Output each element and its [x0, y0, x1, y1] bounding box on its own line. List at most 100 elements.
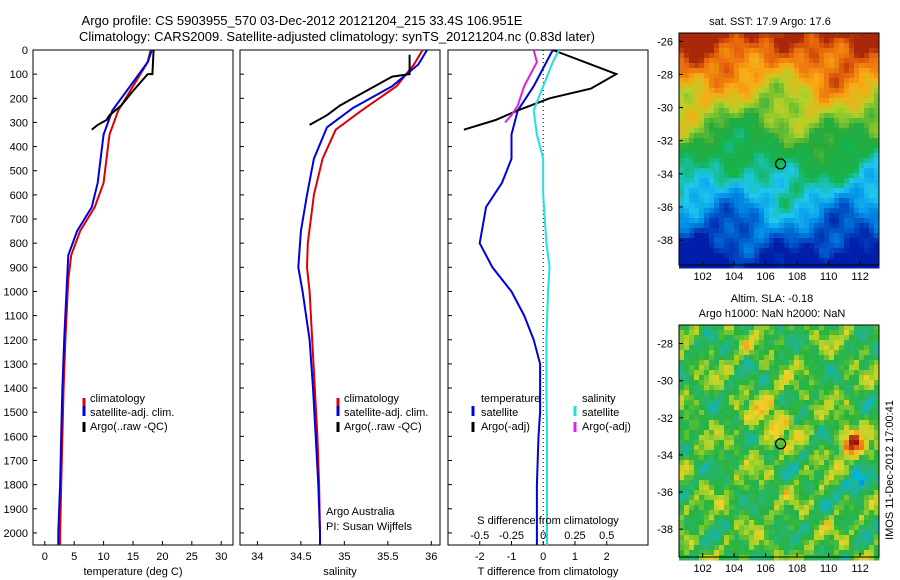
map-cell: [744, 515, 750, 521]
map-cell: [874, 188, 880, 194]
map-cell: [759, 193, 765, 199]
map-cell: [719, 123, 725, 129]
map-cell: [734, 460, 740, 466]
map-cell: [809, 555, 815, 561]
map-cell: [734, 455, 740, 461]
map-cell: [854, 365, 860, 371]
map-cell: [699, 495, 705, 501]
map-cell: [794, 470, 800, 476]
map-cell: [699, 198, 705, 204]
map-cell: [854, 415, 860, 421]
map-cell: [729, 325, 735, 331]
map-cell: [764, 400, 770, 406]
map-cell: [809, 248, 815, 254]
map-cell: [874, 375, 880, 381]
map-cell: [744, 33, 750, 39]
y-tick-label: -36: [657, 202, 673, 214]
map-cell: [779, 68, 785, 74]
y-tick-label: 1500: [4, 407, 28, 419]
map-cell: [719, 48, 725, 54]
map-cell: [724, 78, 730, 84]
map-cell: [874, 465, 880, 471]
map-cell: [704, 500, 710, 506]
map-cell: [844, 43, 850, 49]
map-cell: [804, 330, 810, 336]
figure-title-line1: Argo profile: CS 5903955_570 03-Dec-2012…: [82, 13, 523, 28]
map-cell: [789, 500, 795, 506]
map-cell: [709, 450, 715, 456]
map-cell: [729, 88, 735, 94]
map-cell: [689, 223, 695, 229]
map-cell: [769, 258, 775, 264]
map-cell: [764, 550, 770, 556]
map-cell: [799, 158, 805, 164]
map-cell: [869, 88, 875, 94]
map-cell: [774, 525, 780, 531]
map-cell: [759, 138, 765, 144]
map-cell: [849, 98, 855, 104]
map-cell: [764, 485, 770, 491]
map-cell: [679, 470, 685, 476]
map-cell: [814, 253, 820, 259]
map-cell: [709, 128, 715, 134]
map-cell: [874, 148, 880, 154]
map-cell: [829, 540, 835, 546]
map-cell: [774, 370, 780, 376]
map-cell: [834, 168, 840, 174]
map-cell: [789, 335, 795, 341]
map-cell: [779, 530, 785, 536]
map-cell: [744, 43, 750, 49]
map-cell: [804, 33, 810, 39]
map-cell: [864, 33, 870, 39]
map-cell: [814, 118, 820, 124]
map-cell: [849, 530, 855, 536]
map-cell: [744, 198, 750, 204]
map-cell: [699, 395, 705, 401]
map-cell: [839, 123, 845, 129]
map-cell: [739, 405, 745, 411]
map-cell: [864, 208, 870, 214]
map-cell: [804, 535, 810, 541]
map-cell: [769, 540, 775, 546]
map-cell: [734, 540, 740, 546]
map-cell: [769, 133, 775, 139]
map-cell: [804, 208, 810, 214]
map-cell: [719, 360, 725, 366]
map-cell: [799, 360, 805, 366]
map-cell: [869, 73, 875, 79]
map-cell: [804, 243, 810, 249]
map-cell: [684, 258, 690, 264]
map-cell: [824, 183, 830, 189]
map-cell: [814, 505, 820, 511]
map-cell: [814, 263, 820, 269]
map-cell: [734, 43, 740, 49]
map-cell: [859, 203, 865, 209]
map-cell: [849, 405, 855, 411]
map-cell: [829, 470, 835, 476]
map-cell: [689, 33, 695, 39]
map-cell: [714, 390, 720, 396]
map-cell: [864, 63, 870, 69]
map-cell: [809, 525, 815, 531]
legend-label-s-satellite: satellite: [582, 407, 619, 419]
map-cell: [829, 108, 835, 114]
map-cell: [794, 415, 800, 421]
map-cell: [834, 390, 840, 396]
map-cell: [709, 330, 715, 336]
map-cell: [734, 158, 740, 164]
map-cell: [749, 208, 755, 214]
map-cell: [799, 425, 805, 431]
map-cell: [699, 118, 705, 124]
map-cell: [864, 530, 870, 536]
map-cell: [814, 500, 820, 506]
map-cell: [704, 183, 710, 189]
map-cell: [794, 148, 800, 154]
map-cell: [774, 345, 780, 351]
map-cell: [834, 208, 840, 214]
map-cell: [819, 113, 825, 119]
map-cell: [869, 253, 875, 259]
map-cell: [809, 345, 815, 351]
map-cell: [824, 88, 830, 94]
map-cell: [719, 420, 725, 426]
map-cell: [714, 83, 720, 89]
